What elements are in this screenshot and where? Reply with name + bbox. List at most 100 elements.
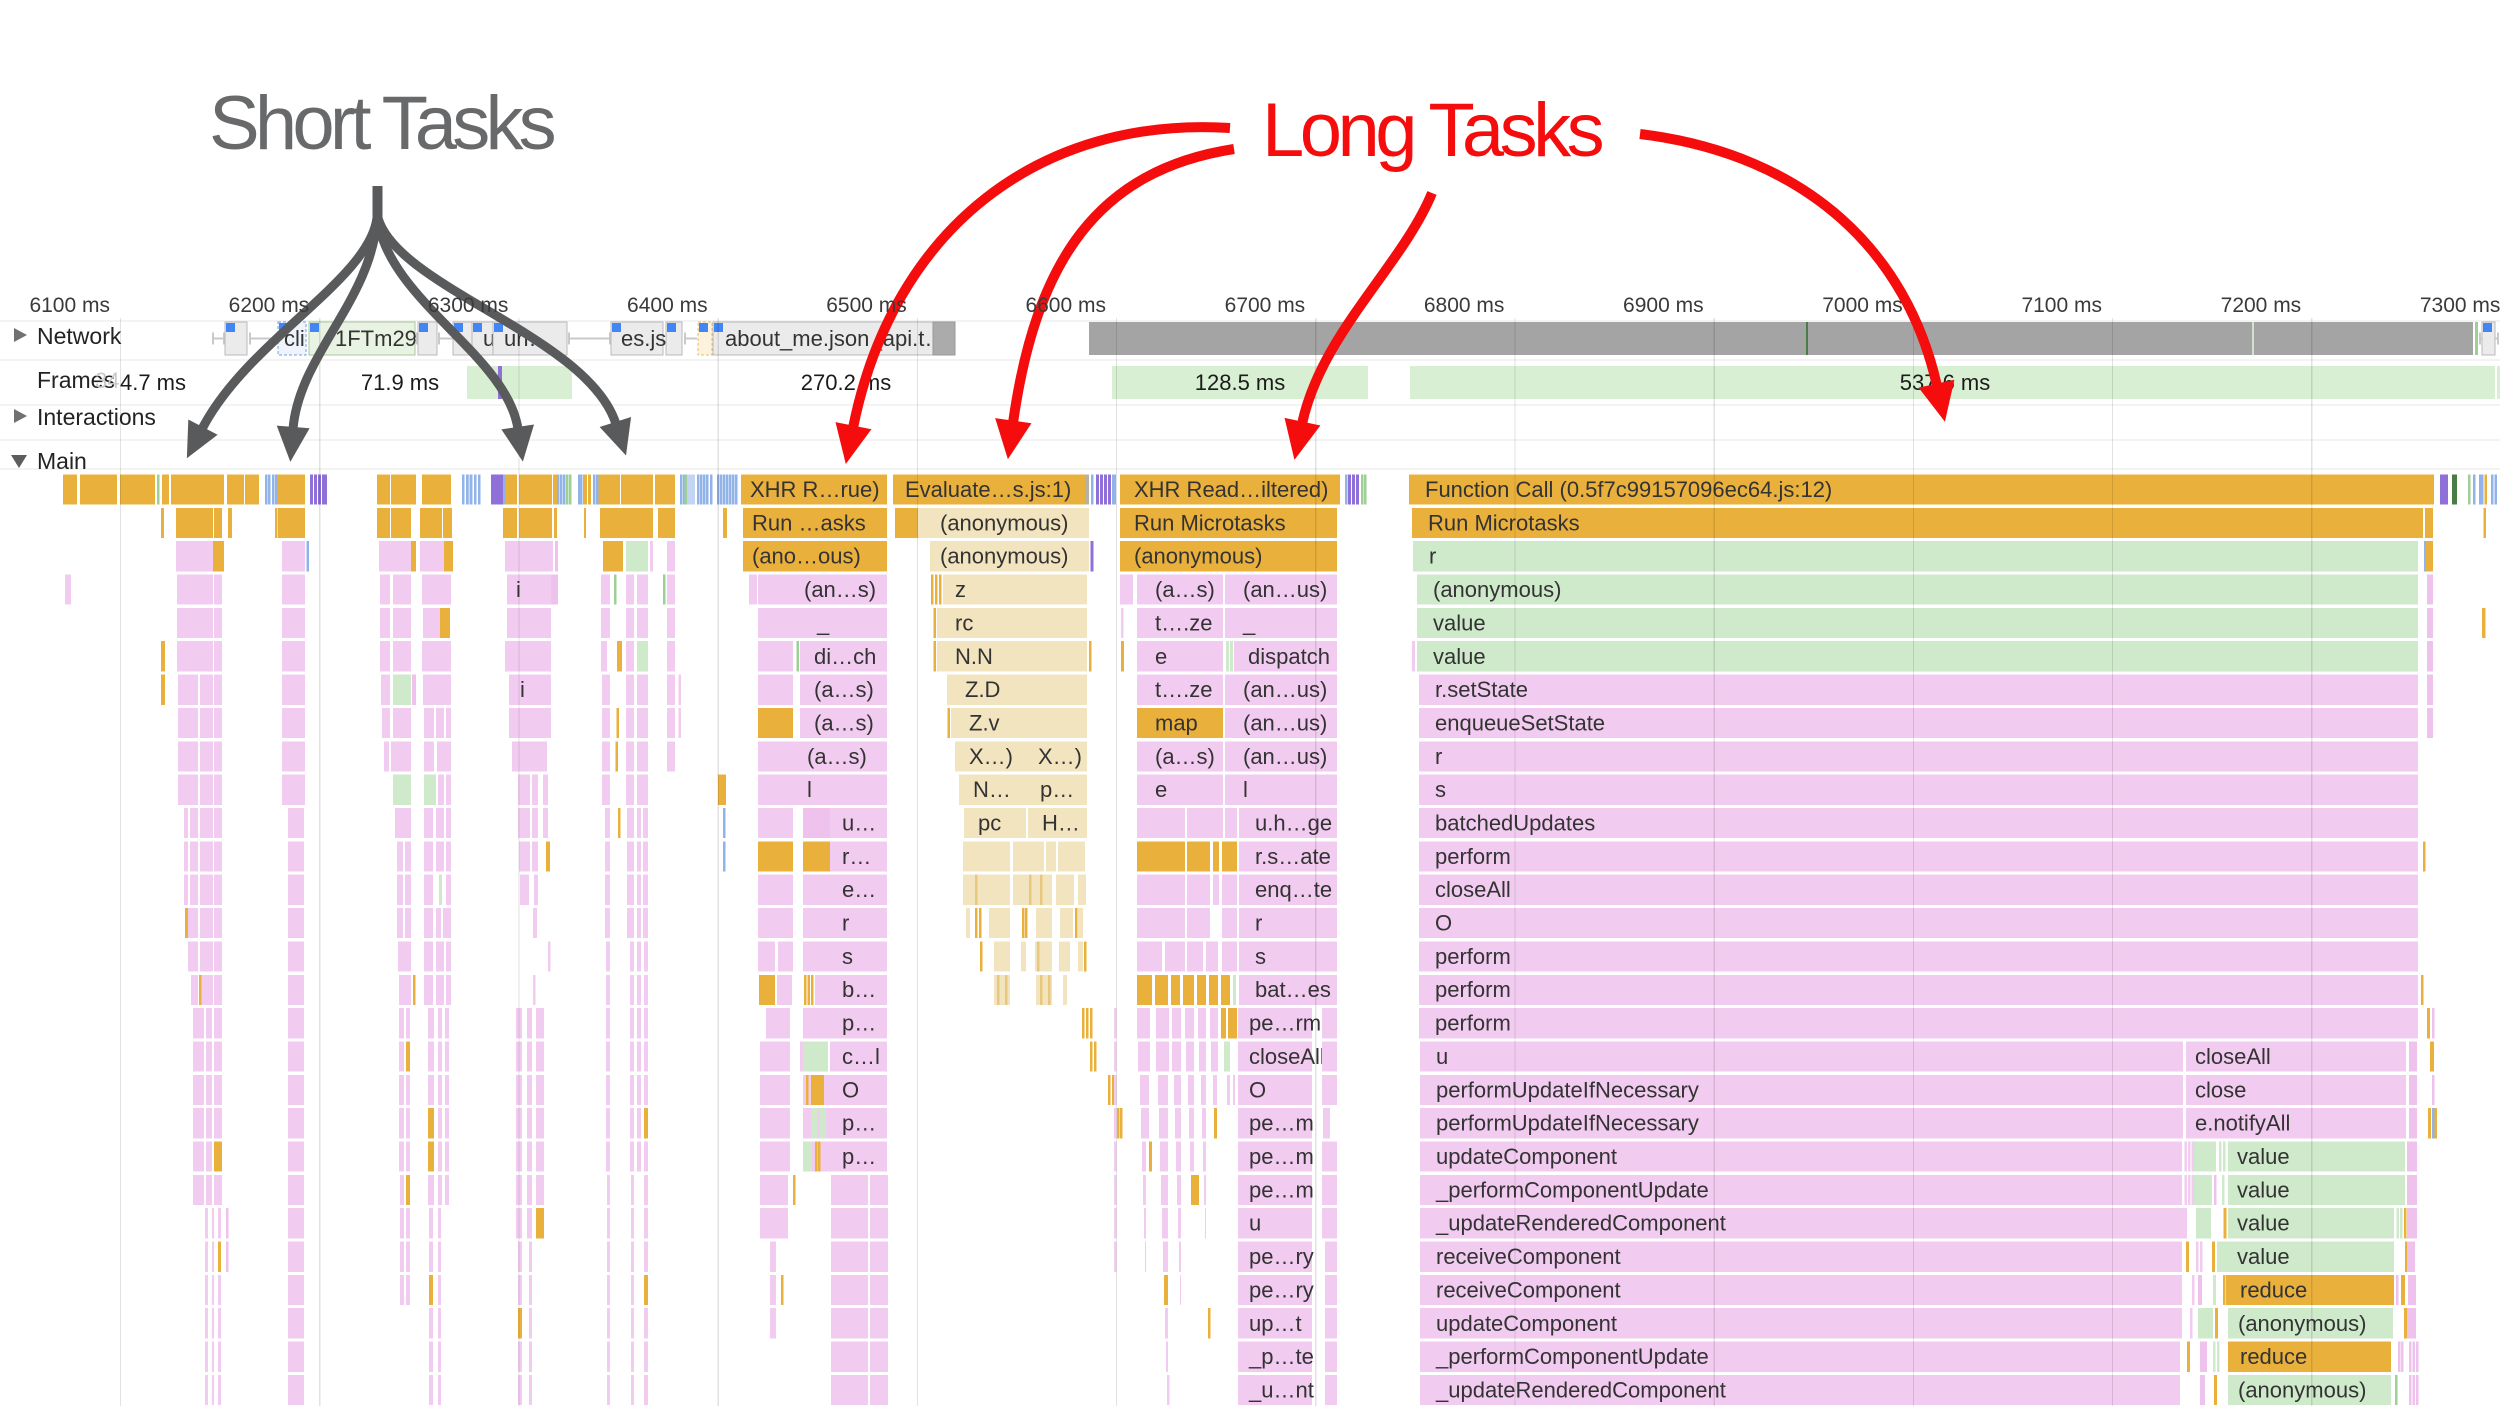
svg-text:pe…rm: pe…rm <box>1249 1011 1321 1036</box>
svg-text:O: O <box>842 1077 859 1102</box>
svg-text:7300 ms: 7300 ms <box>2420 294 2500 317</box>
svg-text:34: 34 <box>95 368 119 393</box>
svg-text:Z.D: Z.D <box>965 677 1000 702</box>
svg-text:H…: H… <box>1042 811 1080 836</box>
svg-text:6300 ms: 6300 ms <box>428 294 509 317</box>
svg-text:e: e <box>1155 777 1167 802</box>
svg-text:_performComponentUpdate: _performComponentUpdate <box>1435 1344 1709 1369</box>
svg-text:(a…s): (a…s) <box>814 711 874 736</box>
svg-text:p…: p… <box>842 1111 876 1136</box>
svg-text:p…: p… <box>1040 777 1074 802</box>
svg-text:s: s <box>842 944 853 969</box>
svg-text:6900 ms: 6900 ms <box>1623 294 1704 317</box>
svg-text:N…: N… <box>973 777 1011 802</box>
svg-text:X…): X…) <box>1038 744 1082 769</box>
svg-text:perform: perform <box>1435 977 1511 1002</box>
svg-text:X…): X…) <box>969 744 1013 769</box>
svg-text:l: l <box>807 777 812 802</box>
svg-text:_u…nt: _u…nt <box>1248 1378 1314 1403</box>
svg-text:Main: Main <box>37 448 87 474</box>
svg-text:i: i <box>520 677 525 702</box>
svg-text:XHR R…rue): XHR R…rue) <box>750 477 880 502</box>
svg-text:(an…us): (an…us) <box>1243 744 1327 769</box>
svg-text:t….ze: t….ze <box>1155 610 1212 635</box>
svg-text:e.notifyAll: e.notifyAll <box>2195 1111 2290 1136</box>
svg-text:perform: perform <box>1435 944 1511 969</box>
svg-text:Network: Network <box>37 323 122 349</box>
svg-text:updateComponent: updateComponent <box>1436 1144 1617 1169</box>
svg-text:6600 ms: 6600 ms <box>1025 294 1106 317</box>
svg-text:4.7 ms: 4.7 ms <box>120 370 186 395</box>
svg-text:Frames: Frames <box>37 367 115 393</box>
svg-text:Run …asks: Run …asks <box>752 510 866 535</box>
svg-text:6400 ms: 6400 ms <box>627 294 708 317</box>
svg-text:c…l: c…l <box>842 1044 880 1069</box>
svg-text:i: i <box>516 577 521 602</box>
svg-text:6100 ms: 6100 ms <box>29 294 110 317</box>
svg-text:u.h…ge: u.h…ge <box>1255 811 1332 836</box>
svg-text:6700 ms: 6700 ms <box>1225 294 1306 317</box>
svg-text:_performComponentUpdate: _performComponentUpdate <box>1435 1177 1709 1202</box>
svg-text:128.5 ms: 128.5 ms <box>1195 370 1286 395</box>
svg-text:N.N: N.N <box>955 644 993 669</box>
svg-text:pe…ry: pe…ry <box>1249 1244 1314 1269</box>
svg-text:batchedUpdates: batchedUpdates <box>1435 811 1595 836</box>
svg-text:7200 ms: 7200 ms <box>2221 294 2302 317</box>
svg-text:1FTm29.: 1FTm29. <box>335 326 423 351</box>
svg-text:pe…m: pe…m <box>1249 1111 1314 1136</box>
svg-text:(anonymous): (anonymous) <box>2238 1311 2366 1336</box>
svg-text:receiveComponent: receiveComponent <box>1436 1244 1621 1269</box>
svg-text:r: r <box>1429 544 1436 569</box>
svg-text:perform: perform <box>1435 1011 1511 1036</box>
svg-text:(a…s): (a…s) <box>1155 577 1215 602</box>
svg-text:pe…m: pe…m <box>1249 1144 1314 1169</box>
svg-text:(an…us): (an…us) <box>1243 677 1327 702</box>
svg-text:reduce: reduce <box>2240 1277 2307 1302</box>
svg-text:r.s…ate: r.s…ate <box>1255 844 1331 869</box>
svg-text:(an…s): (an…s) <box>804 577 876 602</box>
svg-text:Z.v: Z.v <box>969 711 1000 736</box>
svg-text:6500 ms: 6500 ms <box>826 294 907 317</box>
svg-text:map: map <box>1155 711 1198 736</box>
svg-text:(anonymous): (anonymous) <box>1433 577 1561 602</box>
svg-text:value: value <box>2237 1144 2290 1169</box>
svg-text:71.9 ms: 71.9 ms <box>361 370 439 395</box>
svg-text:u: u <box>1249 1211 1261 1236</box>
svg-text:enqueueSetState: enqueueSetState <box>1435 711 1605 736</box>
svg-text:Run Microtasks: Run Microtasks <box>1428 510 1580 535</box>
svg-text:270.2 ms: 270.2 ms <box>801 370 892 395</box>
svg-text:pc: pc <box>978 811 1001 836</box>
svg-text:pe…ry: pe…ry <box>1249 1277 1314 1302</box>
svg-text:(anonymous): (anonymous) <box>2238 1378 2366 1403</box>
svg-text:Evaluate…s.js:1): Evaluate…s.js:1) <box>905 477 1071 502</box>
svg-text:7100 ms: 7100 ms <box>2021 294 2102 317</box>
svg-text:perform: perform <box>1435 844 1511 869</box>
svg-text:p…: p… <box>842 1144 876 1169</box>
svg-text:l: l <box>1243 777 1248 802</box>
svg-text:value: value <box>1433 610 1486 635</box>
svg-text:Short Tasks: Short Tasks <box>209 81 555 166</box>
svg-text:s: s <box>1255 944 1266 969</box>
svg-text:closeAll: closeAll <box>2195 1044 2271 1069</box>
svg-text:close: close <box>2195 1077 2246 1102</box>
svg-text:value: value <box>2237 1244 2290 1269</box>
svg-text:value: value <box>2237 1211 2290 1236</box>
svg-text:6800 ms: 6800 ms <box>1424 294 1505 317</box>
svg-text:O: O <box>1435 911 1452 936</box>
svg-text:7000 ms: 7000 ms <box>1822 294 1903 317</box>
svg-text:di…ch: di…ch <box>814 644 876 669</box>
svg-text:r…: r… <box>842 844 871 869</box>
svg-text:about_me.json (api.t…: about_me.json (api.t… <box>725 326 946 351</box>
svg-text:(an…us): (an…us) <box>1243 577 1327 602</box>
svg-text:value: value <box>2237 1177 2290 1202</box>
svg-text:updateComponent: updateComponent <box>1436 1311 1617 1336</box>
svg-text:p…: p… <box>842 1011 876 1036</box>
svg-text:_updateRenderedComponent: _updateRenderedComponent <box>1435 1378 1726 1403</box>
svg-text:closeAll: closeAll <box>1249 1044 1325 1069</box>
svg-text:e: e <box>1155 644 1167 669</box>
svg-text:dispatch: dispatch <box>1248 644 1330 669</box>
svg-text:(anonymous): (anonymous) <box>1134 544 1262 569</box>
svg-text:(a…s): (a…s) <box>807 744 867 769</box>
svg-text:Long Tasks: Long Tasks <box>1262 88 1603 173</box>
svg-text:reduce: reduce <box>2240 1344 2307 1369</box>
